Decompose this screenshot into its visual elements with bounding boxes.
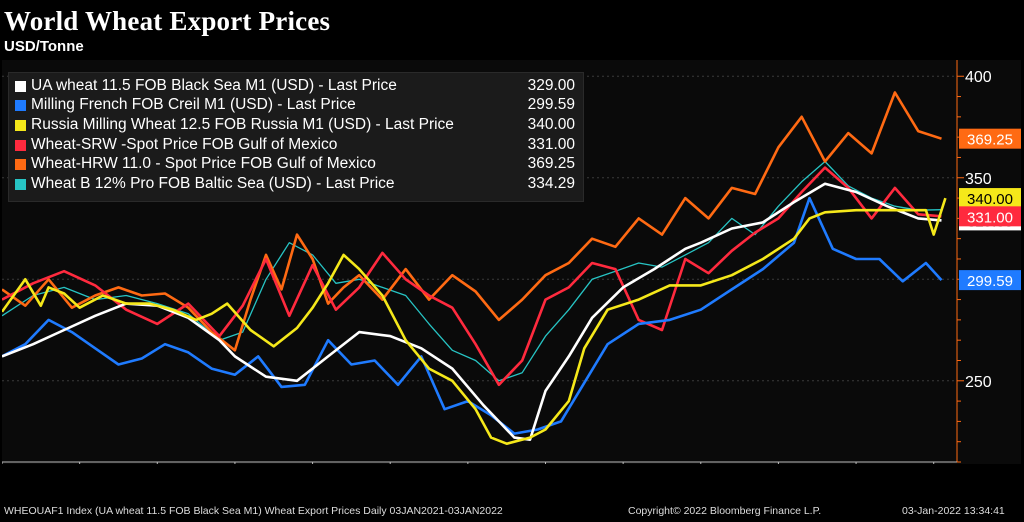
last-value-label: 340.00 — [967, 191, 1013, 208]
legend-entry[interactable]: Wheat-HRW 11.0 - Spot Price FOB Gulf of … — [15, 154, 581, 173]
legend-label: Wheat-HRW 11.0 - Spot Price FOB Gulf of … — [31, 155, 376, 172]
legend-swatch — [15, 120, 26, 131]
last-value-badge — [959, 188, 1021, 209]
legend-value: 334.29 — [527, 175, 575, 192]
legend-swatch — [15, 179, 26, 190]
series-line — [2, 160, 942, 382]
legend-label: UA wheat 11.5 FOB Black Sea M1 (USD) - L… — [31, 77, 397, 94]
legend: UA wheat 11.5 FOB Black Sea M1 (USD) - L… — [8, 72, 584, 202]
legend-label: Wheat-SRW -Spot Price FOB Gulf of Mexico — [31, 136, 338, 153]
legend-swatch — [15, 159, 26, 170]
legend-value: 369.25 — [527, 155, 575, 172]
legend-entry[interactable]: Wheat B 12% Pro FOB Baltic Sea (USD) - L… — [15, 174, 581, 193]
legend-value: 340.00 — [527, 116, 575, 133]
series-line — [2, 182, 942, 442]
legend-value: 331.00 — [527, 136, 575, 153]
series-line — [2, 197, 947, 446]
footer-description: WHEOUAF1 Index (UA wheat 11.5 FOB Black … — [4, 505, 503, 517]
legend-entry[interactable]: Milling French FOB Creil M1 (USD) - Last… — [15, 95, 581, 114]
last-value-label: 369.25 — [967, 132, 1013, 149]
legend-label: Wheat B 12% Pro FOB Baltic Sea (USD) - L… — [31, 175, 395, 192]
y-tick-label: 350 — [965, 171, 992, 188]
last-value-badge — [959, 270, 1021, 291]
footer-copyright: Copyright© 2022 Bloomberg Finance L.P. — [628, 505, 822, 517]
series-line — [2, 196, 943, 435]
legend-entry[interactable]: Russia Milling Wheat 12.5 FOB Russia M1 … — [15, 115, 581, 134]
legend-swatch — [15, 100, 26, 111]
last-value-badge — [959, 128, 1021, 149]
legend-entry[interactable]: Wheat-SRW -Spot Price FOB Gulf of Mexico… — [15, 135, 581, 154]
legend-swatch — [15, 140, 26, 151]
legend-value: 299.59 — [527, 96, 575, 113]
legend-label: Milling French FOB Creil M1 (USD) - Last… — [31, 96, 356, 113]
legend-entry[interactable]: UA wheat 11.5 FOB Black Sea M1 (USD) - L… — [15, 76, 581, 95]
last-value-badge — [959, 206, 1021, 227]
footer-timestamp: 03-Jan-2022 13:34:41 — [902, 505, 1005, 517]
last-value-label: 331.00 — [967, 209, 1013, 226]
legend-value: 329.00 — [527, 77, 575, 94]
line-chart[interactable]: 250300350400JanFebMarAprMayJunJulAugSepO… — [2, 60, 1021, 464]
y-tick-label: 400 — [965, 69, 992, 86]
legend-label: Russia Milling Wheat 12.5 FOB Russia M1 … — [31, 116, 454, 133]
chart-title: World Wheat Export Prices — [4, 6, 331, 36]
last-value-label: 299.59 — [967, 273, 1013, 290]
chart-subtitle: USD/Tonne — [4, 38, 84, 55]
series-line — [2, 91, 942, 352]
y-tick-label: 250 — [965, 374, 992, 391]
legend-swatch — [15, 81, 26, 92]
